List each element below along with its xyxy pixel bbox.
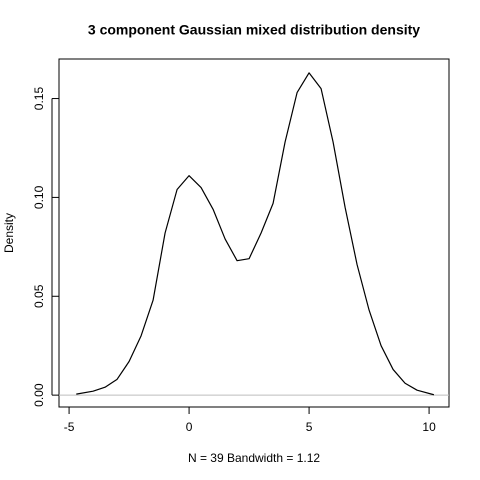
x-axis-label: N = 39 Bandwidth = 1.12 (188, 451, 320, 465)
y-axis-label: Density (2, 213, 16, 253)
chart-title: 3 component Gaussian mixed distribution … (88, 22, 420, 38)
x-tick-label: 0 (186, 420, 193, 434)
x-tick-label: 5 (306, 420, 313, 434)
plot-frame (58, 58, 450, 408)
density-line (76, 72, 435, 396)
x-tick-label: -5 (64, 420, 75, 434)
y-tick-label: 0.10 (32, 185, 46, 209)
y-tick-label: 0.00 (32, 383, 46, 407)
x-tick-label: 10 (422, 420, 436, 434)
y-tick-label: 0.05 (32, 284, 46, 308)
y-tick-label: 0.15 (32, 87, 46, 111)
